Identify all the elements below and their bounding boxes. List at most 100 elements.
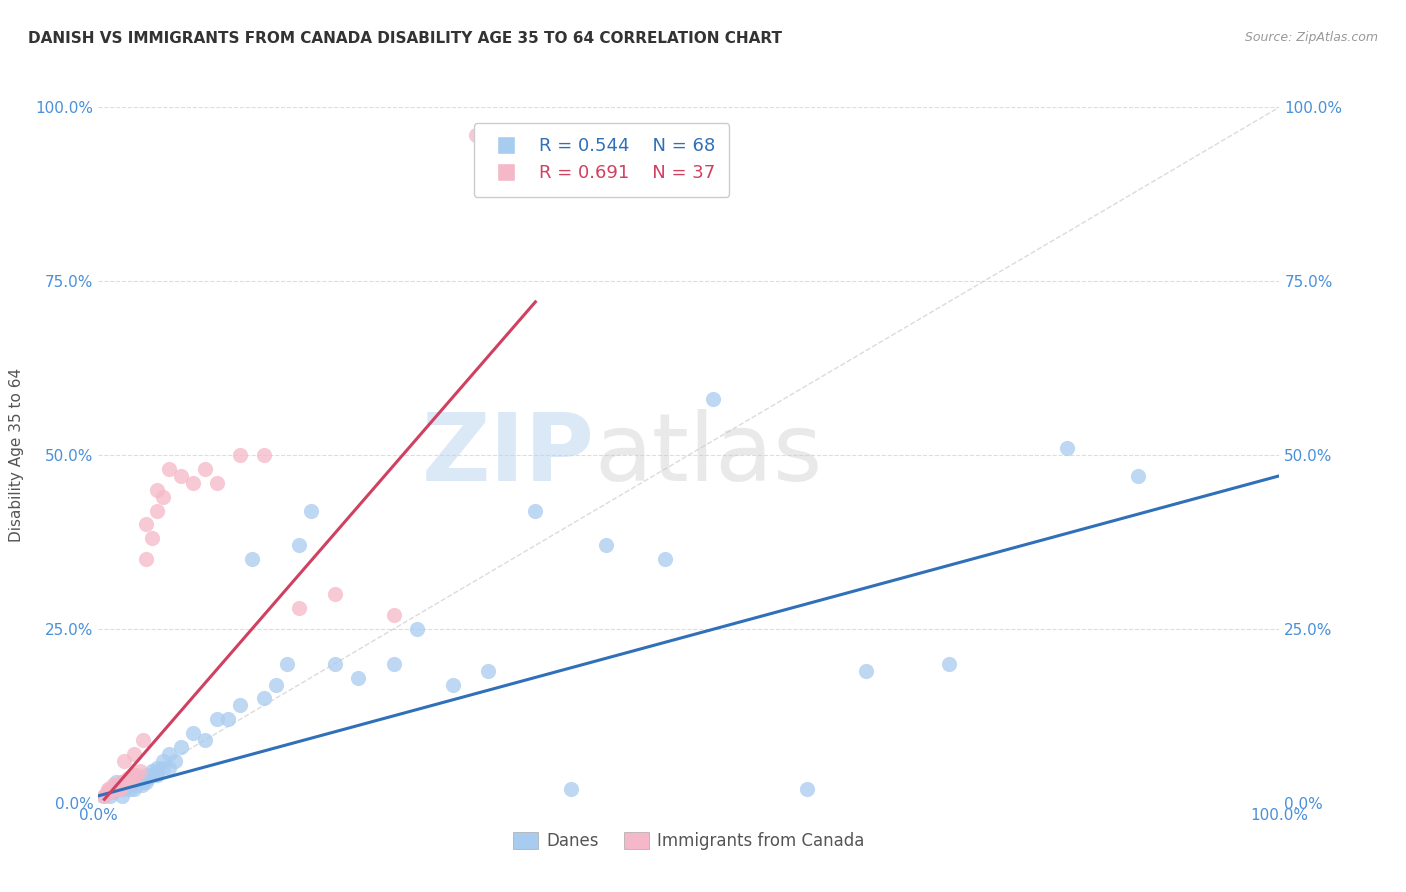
Point [105, 781, 128, 796]
Point [441, 677, 464, 691]
Point [120, 775, 142, 789]
Point [323, 657, 346, 671]
Point [181, 726, 204, 740]
Point [152, 490, 174, 504]
Point [194, 733, 217, 747]
Point [108, 781, 131, 796]
Point [560, 781, 582, 796]
Point [105, 781, 128, 796]
Point [146, 768, 169, 782]
Point [97, 781, 120, 796]
Point [135, 552, 157, 566]
Point [299, 503, 322, 517]
Point [122, 768, 145, 782]
Point [1056, 441, 1078, 455]
Point [465, 128, 488, 142]
Point [796, 781, 818, 796]
Point [111, 778, 134, 793]
Point [170, 740, 193, 755]
Point [240, 552, 263, 566]
Text: ZIP: ZIP [422, 409, 595, 501]
Point [276, 657, 298, 671]
Text: Source: ZipAtlas.com: Source: ZipAtlas.com [1244, 31, 1378, 45]
Point [855, 664, 877, 678]
Point [98, 781, 121, 796]
Point [122, 775, 145, 789]
Point [1126, 468, 1149, 483]
Point [157, 747, 180, 761]
Point [135, 768, 157, 782]
Point [132, 733, 155, 747]
Point [125, 778, 148, 793]
Point [111, 789, 134, 803]
Point [170, 468, 193, 483]
Point [165, 754, 187, 768]
Point [101, 785, 124, 799]
Text: DANISH VS IMMIGRANTS FROM CANADA DISABILITY AGE 35 TO 64 CORRELATION CHART: DANISH VS IMMIGRANTS FROM CANADA DISABIL… [28, 31, 782, 46]
Point [122, 747, 145, 761]
Point [146, 483, 169, 497]
Legend: Danes, Immigrants from Canada: Danes, Immigrants from Canada [506, 826, 872, 857]
Point [120, 781, 142, 796]
Point [122, 781, 145, 796]
Point [105, 778, 128, 793]
Point [93, 789, 115, 803]
Point [128, 775, 150, 789]
Point [128, 772, 150, 786]
Point [93, 789, 115, 803]
Point [595, 538, 617, 552]
Point [264, 677, 287, 691]
Point [146, 761, 169, 775]
Point [98, 789, 121, 803]
Point [112, 754, 135, 768]
Point [382, 607, 405, 622]
Point [217, 712, 239, 726]
Point [135, 772, 157, 786]
Point [112, 781, 135, 796]
Point [205, 475, 228, 490]
Point [135, 775, 157, 789]
Point [323, 587, 346, 601]
Point [152, 754, 174, 768]
Point [477, 664, 499, 678]
Point [136, 772, 159, 786]
Y-axis label: Disability Age 35 to 64: Disability Age 35 to 64 [10, 368, 24, 542]
Point [654, 552, 676, 566]
Point [406, 622, 429, 636]
Point [98, 781, 121, 796]
Point [141, 768, 163, 782]
Point [117, 778, 139, 793]
Point [107, 778, 129, 793]
Point [117, 775, 139, 789]
Point [524, 503, 547, 517]
Point [288, 538, 311, 552]
Point [205, 712, 228, 726]
Point [117, 775, 139, 789]
Point [146, 503, 169, 517]
Point [105, 775, 128, 789]
Point [111, 775, 134, 789]
Point [288, 601, 311, 615]
Point [111, 775, 134, 789]
Point [97, 785, 120, 799]
Text: atlas: atlas [595, 409, 823, 501]
Point [132, 775, 155, 789]
Point [157, 761, 180, 775]
Point [135, 517, 157, 532]
Point [194, 462, 217, 476]
Point [253, 691, 276, 706]
Point [121, 778, 143, 793]
Point [253, 448, 276, 462]
Point [181, 475, 204, 490]
Point [938, 657, 960, 671]
Point [146, 764, 169, 779]
Point [157, 462, 180, 476]
Point [98, 785, 121, 799]
Point [101, 778, 124, 793]
Point [117, 772, 139, 786]
Point [122, 772, 145, 786]
Point [382, 657, 405, 671]
Point [121, 772, 143, 786]
Point [128, 764, 150, 779]
Point [141, 764, 163, 779]
